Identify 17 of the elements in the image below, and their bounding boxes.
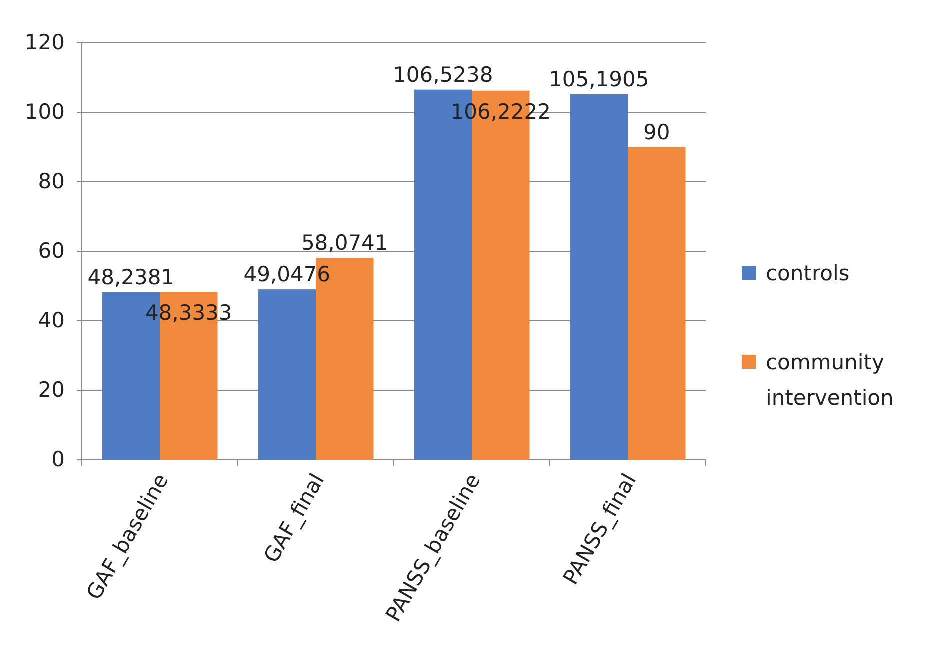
- bar: [628, 147, 686, 460]
- legend-label: controls: [766, 261, 850, 286]
- y-tick-label: 80: [38, 170, 65, 194]
- y-tick-label: 60: [38, 239, 65, 264]
- y-tick-label: 20: [38, 378, 65, 402]
- bar: [258, 290, 316, 460]
- y-tick-label: 40: [38, 308, 65, 333]
- bar: [570, 94, 628, 460]
- data-label: 106,5238: [393, 62, 494, 87]
- y-tick-label: 0: [52, 448, 65, 472]
- data-label: 90: [643, 120, 670, 144]
- data-label: 105,1905: [549, 67, 650, 92]
- legend-label: community intervention: [766, 350, 894, 410]
- data-label: 48,2381: [88, 265, 175, 290]
- y-tick-label: 120: [24, 30, 65, 55]
- data-label: 58,0741: [301, 231, 388, 256]
- y-tick-label: 100: [24, 100, 65, 124]
